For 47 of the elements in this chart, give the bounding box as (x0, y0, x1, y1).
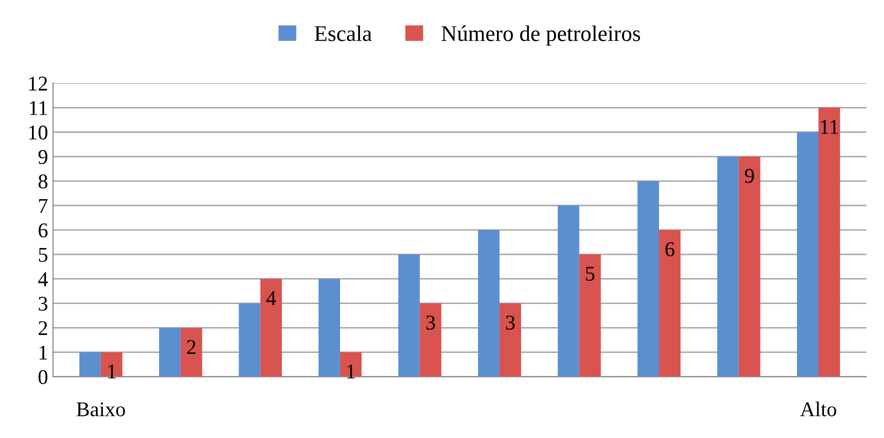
y-tick-label: 2 (38, 321, 48, 335)
bar (180, 328, 202, 377)
data-label: 9 (744, 168, 754, 183)
bar (717, 156, 739, 377)
y-tick-label: 12 (29, 76, 48, 90)
y-tick-label: 5 (38, 248, 48, 262)
data-label: 6 (665, 242, 674, 256)
bar (558, 205, 580, 377)
bar (159, 328, 181, 377)
bar (340, 352, 362, 377)
data-label: 1 (347, 364, 355, 378)
y-tick-label: 7 (39, 199, 48, 213)
bar (478, 230, 500, 377)
y-tick-label: 0 (38, 370, 48, 384)
bar (796, 132, 818, 377)
bar (659, 230, 681, 377)
bar (100, 352, 122, 377)
data-label: 3 (426, 316, 435, 330)
data-label: 1 (108, 364, 116, 378)
legend-label: Número de petroleiros (442, 25, 640, 46)
bar (420, 303, 442, 377)
bar (79, 352, 101, 377)
data-label: 4 (266, 291, 276, 305)
y-tick-label: 4 (38, 272, 48, 286)
bar (738, 156, 760, 377)
y-tick-label: 10 (29, 126, 48, 140)
data-label: 11 (821, 120, 838, 134)
bar (500, 303, 522, 377)
y-tick-label: 3 (38, 296, 48, 311)
bar (637, 181, 660, 377)
data-label: 5 (586, 266, 594, 281)
y-tick-label: 9 (38, 150, 48, 164)
x-tick-label: Baixo (76, 402, 125, 416)
y-tick-label: 8 (38, 174, 48, 188)
bar (318, 278, 340, 377)
bar (238, 303, 260, 377)
bar (260, 278, 282, 377)
legend-label: Escala (314, 25, 372, 42)
bar (579, 254, 601, 377)
data-label: 3 (506, 316, 515, 330)
y-tick-label: 6 (38, 223, 48, 238)
bar (818, 108, 840, 377)
y-tick-label: 1 (40, 346, 47, 360)
data-label: 2 (187, 340, 196, 354)
x-tick-label: Alto (800, 402, 836, 416)
bar (398, 254, 420, 377)
y-tick-label: 11 (30, 101, 47, 115)
